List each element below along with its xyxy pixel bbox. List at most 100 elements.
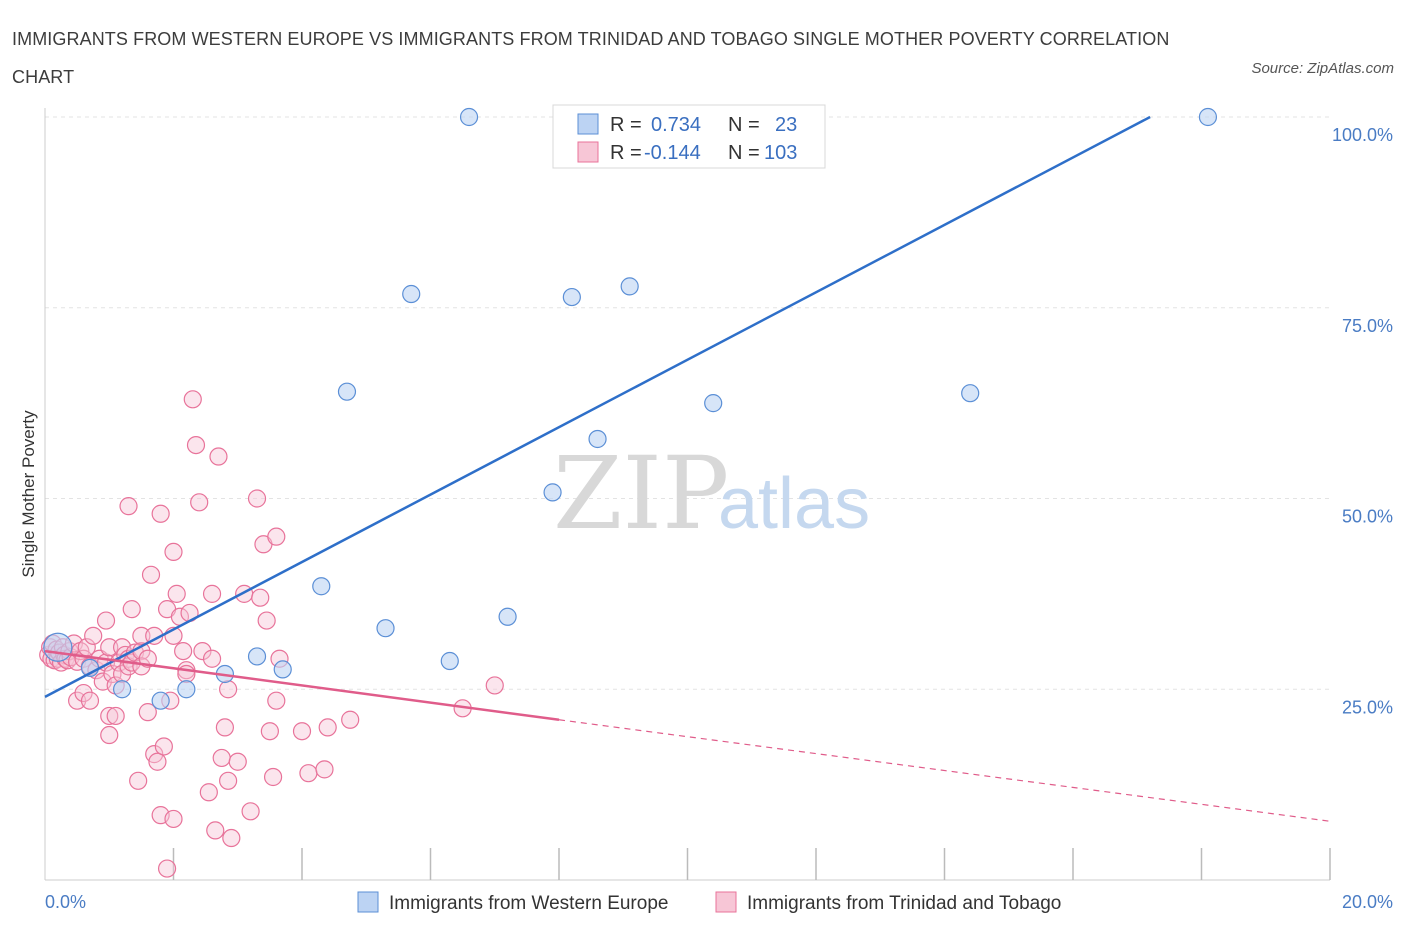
- data-point-western-europe: [151, 691, 170, 710]
- data-point-western-europe: [620, 277, 639, 296]
- y-axis-label: Single Mother Poverty: [19, 410, 38, 578]
- legend-swatch-pink: [577, 141, 599, 163]
- stats-legend: R = 0.734 N = 23 R = -0.144 N = 103: [552, 104, 826, 169]
- watermark-zip: ZIP: [553, 435, 729, 552]
- bottom-legend-label-blue: Immigrants from Western Europe: [389, 893, 668, 914]
- data-point-western-europe: [177, 680, 196, 699]
- legend-n-value-1: 23: [775, 114, 797, 136]
- data-point-trinidad: [106, 706, 125, 726]
- data-point-trinidad: [154, 737, 173, 756]
- data-point-western-europe: [588, 429, 607, 449]
- data-point-western-europe: [562, 287, 581, 307]
- data-point-trinidad: [190, 493, 209, 512]
- x-tick-label-min: 0.0%: [45, 892, 86, 912]
- data-point-trinidad: [122, 600, 141, 619]
- data-point-western-europe: [247, 647, 267, 666]
- data-point-trinidad: [84, 626, 103, 645]
- data-point-trinidad: [263, 767, 283, 787]
- data-point-trinidad: [199, 783, 218, 802]
- data-point-trinidad: [186, 435, 206, 455]
- data-point-trinidad: [341, 710, 360, 729]
- data-point-trinidad: [164, 809, 183, 829]
- data-point-western-europe: [543, 483, 562, 502]
- data-point-trinidad: [100, 638, 119, 657]
- data-point-trinidad: [141, 565, 161, 584]
- trend-line-trinidad-extension: [558, 719, 1331, 822]
- data-point-trinidad: [202, 649, 222, 668]
- data-point-western-europe: [961, 384, 980, 403]
- series-legend: Immigrants from Western Europe Immigrant…: [357, 891, 1061, 914]
- data-point-trinidad: [222, 828, 241, 848]
- legend-n-label-2: N =: [728, 142, 760, 164]
- data-point-trinidad: [132, 626, 151, 645]
- bottom-legend-swatch-blue: [357, 891, 379, 913]
- data-point-trinidad: [164, 542, 183, 562]
- y-tick-labels: 25.0% 50.0% 75.0% 100.0%: [1332, 125, 1393, 717]
- watermark-atlas: atlas: [718, 464, 870, 544]
- data-point-trinidad: [228, 752, 247, 771]
- data-point-trinidad: [267, 691, 286, 710]
- data-point-western-europe: [312, 577, 331, 596]
- data-point-western-europe: [376, 619, 395, 638]
- legend-r-label-1: R =: [610, 114, 642, 136]
- data-point-western-europe: [1198, 107, 1218, 127]
- data-point-trinidad: [100, 706, 119, 726]
- data-point-trinidad: [138, 649, 157, 668]
- data-point-western-europe: [337, 382, 357, 401]
- y-tick-label: 50.0%: [1342, 507, 1393, 527]
- data-point-western-europe: [704, 394, 723, 413]
- legend-r-value-1: 0.734: [651, 114, 701, 136]
- source-note: Source: ZipAtlas.com: [1251, 60, 1394, 77]
- trend-lines: [44, 115, 1331, 822]
- trend-line-western-europe: [44, 115, 1151, 698]
- data-point-trinidad: [68, 691, 87, 710]
- data-point-trinidad: [251, 588, 270, 607]
- legend-n-label-1: N =: [728, 114, 760, 136]
- y-tick-label: 25.0%: [1342, 697, 1393, 717]
- data-point-trinidad: [74, 683, 93, 703]
- y-tick-label: 75.0%: [1342, 316, 1393, 336]
- data-point-trinidad: [209, 447, 228, 466]
- data-point-trinidad: [318, 718, 337, 737]
- trend-line-trinidad: [44, 649, 560, 722]
- chart-title: IMMIGRANTS FROM WESTERN EUROPE VS IMMIGR…: [12, 29, 1170, 87]
- data-point-trinidad: [183, 390, 202, 409]
- data-point-trinidad: [100, 725, 119, 745]
- data-point-western-europe: [402, 284, 421, 304]
- data-point-western-europe: [440, 651, 459, 671]
- x-tick-label-max: 20.0%: [1342, 892, 1393, 912]
- data-point-trinidad: [241, 802, 260, 821]
- series-trinidad-points: [39, 390, 504, 878]
- data-point-trinidad: [257, 611, 276, 630]
- data-point-trinidad: [292, 722, 312, 741]
- data-point-trinidad: [167, 584, 186, 603]
- data-point-trinidad: [219, 771, 238, 790]
- y-tick-label: 100.0%: [1332, 125, 1393, 145]
- data-point-trinidad: [96, 611, 116, 630]
- data-point-western-europe: [459, 107, 479, 127]
- data-point-trinidad: [138, 703, 157, 722]
- data-point-trinidad: [206, 821, 225, 840]
- legend-n-value-2: 103: [764, 142, 797, 164]
- data-point-western-europe: [43, 632, 73, 662]
- data-point-trinidad: [151, 504, 170, 523]
- data-point-trinidad: [148, 752, 167, 771]
- data-point-trinidad: [129, 771, 148, 790]
- legend-r-value-2: -0.144: [644, 142, 701, 164]
- data-point-trinidad: [485, 676, 504, 695]
- bottom-legend-swatch-pink: [715, 891, 737, 913]
- data-point-trinidad: [157, 859, 177, 878]
- data-point-trinidad: [315, 760, 334, 779]
- data-point-trinidad: [215, 718, 234, 737]
- series-western-europe-points: [43, 107, 1218, 710]
- gridlines: [45, 116, 1330, 690]
- data-point-western-europe: [498, 607, 517, 626]
- data-point-trinidad: [174, 641, 193, 661]
- bottom-legend-label-pink: Immigrants from Trinidad and Tobago: [747, 893, 1061, 914]
- legend-swatch-blue: [577, 113, 599, 135]
- data-point-western-europe: [112, 680, 132, 699]
- watermark: ZIP atlas: [553, 435, 870, 552]
- data-point-trinidad: [219, 680, 238, 699]
- data-point-trinidad: [119, 497, 138, 516]
- data-point-trinidad: [247, 489, 267, 508]
